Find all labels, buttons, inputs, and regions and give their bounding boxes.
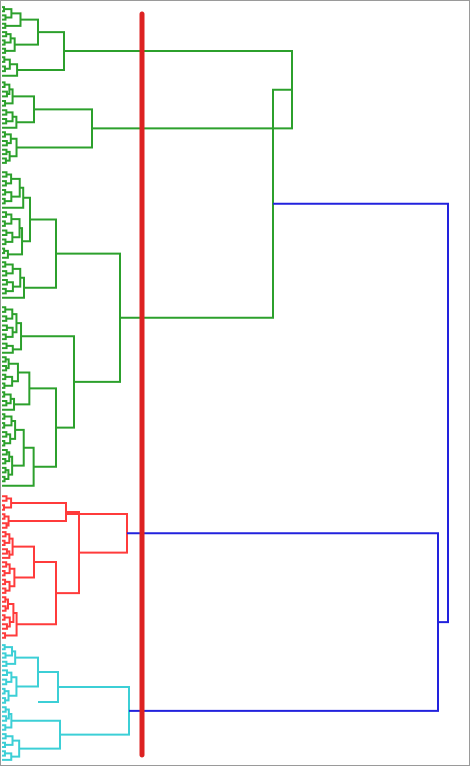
blue-link-root bbox=[273, 202, 449, 624]
dendrogram-links bbox=[2, 6, 449, 761]
